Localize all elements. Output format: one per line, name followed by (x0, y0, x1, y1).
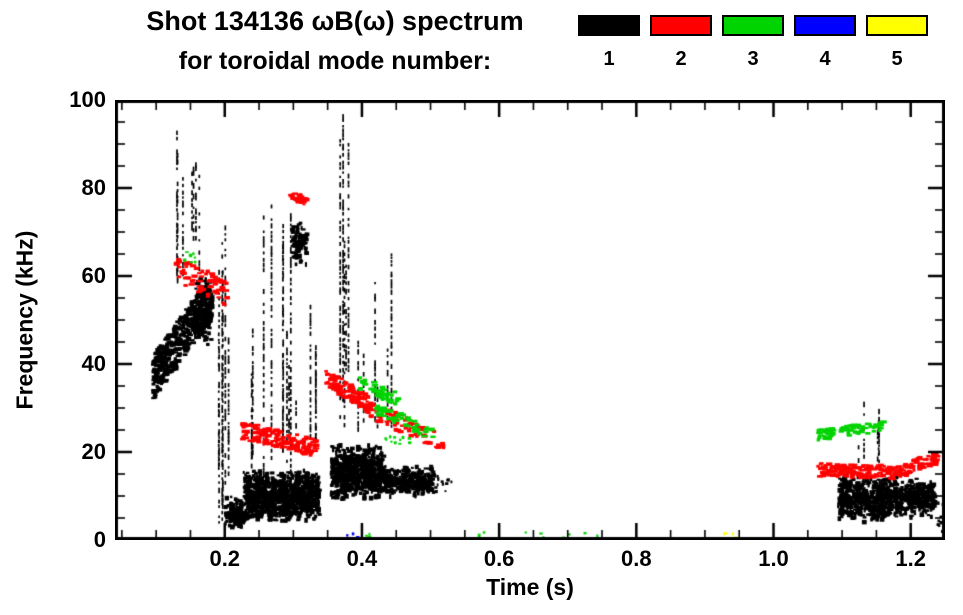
legend-label: 3 (747, 48, 759, 70)
y-axis-label: Frequency (kHz) (11, 230, 38, 410)
y-tick-label: 40 (81, 351, 106, 376)
legend-color-swatch (794, 15, 856, 36)
x-tick-label: 1.2 (895, 546, 926, 571)
legend-item-mode-2: 2 (650, 15, 712, 71)
x-tick-label: 0.8 (621, 546, 652, 571)
x-axis-label: Time (s) (486, 574, 574, 600)
x-tick-label: 1.0 (758, 546, 789, 571)
plot-area (115, 100, 945, 540)
legend-item-mode-1: 1 (578, 15, 640, 71)
spectrogram-canvas (115, 100, 945, 540)
legend-label: 1 (603, 48, 615, 70)
legend-item-mode-5: 5 (866, 15, 928, 71)
chart-subtitle: for toroidal mode number: (178, 47, 492, 75)
y-tick-label: 100 (69, 87, 106, 112)
legend-item-mode-4: 4 (794, 15, 856, 71)
y-tick-label: 80 (81, 175, 106, 200)
legend-color-swatch (578, 15, 640, 36)
legend-label: 5 (891, 48, 903, 70)
y-tick-label: 20 (81, 439, 106, 464)
x-tick-label: 0.2 (209, 546, 241, 571)
y-tick-label: 0 (93, 527, 106, 552)
x-tick-label: 0.6 (483, 546, 515, 571)
chart-title: Shot 134136 ωB(ω) spectrum (146, 6, 524, 36)
legend-label: 4 (819, 48, 831, 70)
y-tick-label: 60 (81, 263, 106, 288)
legend-item-mode-3: 3 (722, 15, 784, 71)
legend-color-swatch (722, 15, 784, 36)
legend: 1 2 3 4 5 (578, 15, 928, 71)
legend-label: 2 (675, 48, 687, 70)
x-tick-label: 0.4 (346, 546, 378, 571)
legend-color-swatch (650, 15, 712, 36)
legend-color-swatch (866, 15, 928, 36)
